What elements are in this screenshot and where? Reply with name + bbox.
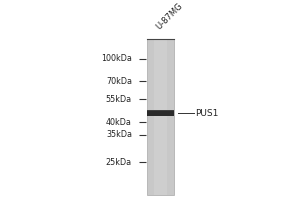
Text: PUS1: PUS1: [195, 109, 218, 118]
Bar: [154, 39, 167, 195]
Text: 35kDa: 35kDa: [106, 130, 132, 139]
Text: 70kDa: 70kDa: [106, 77, 132, 86]
Bar: [147, 110, 174, 111]
Text: 40kDa: 40kDa: [106, 118, 132, 127]
Text: 100kDa: 100kDa: [101, 54, 132, 63]
Bar: [147, 110, 174, 116]
Text: 25kDa: 25kDa: [106, 158, 132, 167]
Bar: [147, 39, 174, 195]
Text: U-87MG: U-87MG: [154, 1, 184, 31]
Text: 55kDa: 55kDa: [106, 95, 132, 104]
